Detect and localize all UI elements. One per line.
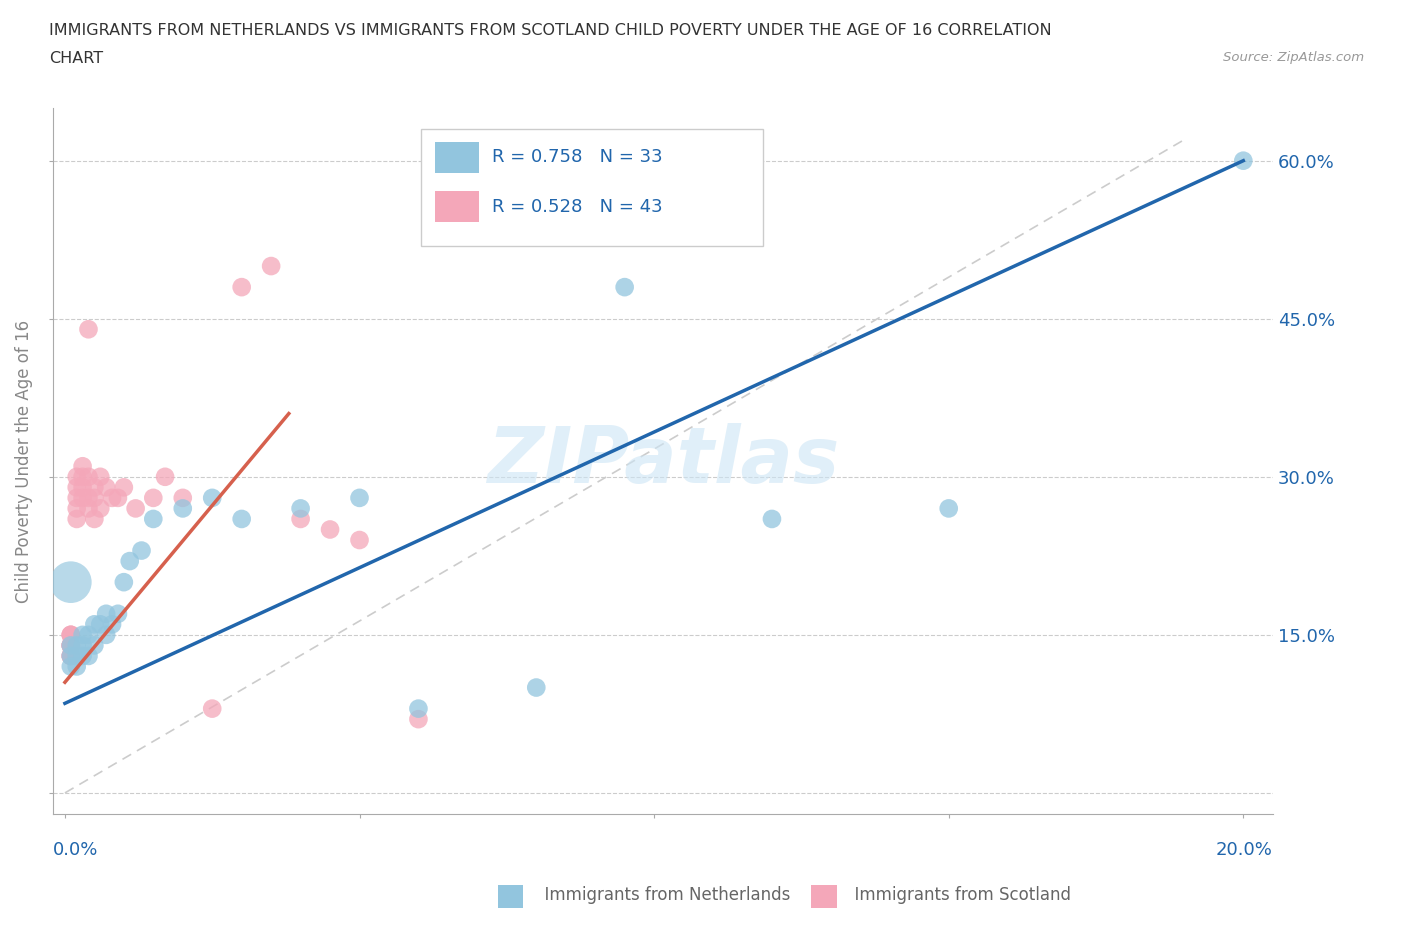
Point (66, 512, 89, 526)
Point (107, 606, 129, 621)
Point (201, 490, 224, 505)
Point (59, 648, 82, 663)
Text: 20.0%: 20.0% (1216, 841, 1272, 858)
Point (72, 470, 94, 485)
Point (83, 512, 105, 526)
Point (59, 628, 82, 643)
Point (89, 617, 111, 631)
Point (153, 470, 176, 485)
Point (96, 628, 118, 643)
Point (59, 638, 82, 653)
Point (77, 501, 100, 516)
Point (124, 501, 146, 516)
Point (59, 638, 82, 653)
FancyBboxPatch shape (434, 142, 479, 173)
Point (408, 701, 430, 716)
Text: IMMIGRANTS FROM NETHERLANDS VS IMMIGRANTS FROM SCOTLAND CHILD POVERTY UNDER THE : IMMIGRANTS FROM NETHERLANDS VS IMMIGRANT… (49, 23, 1052, 38)
Point (524, 680, 547, 695)
Point (66, 638, 89, 653)
Point (59, 638, 82, 653)
Point (112, 575, 135, 590)
Text: R = 0.758   N = 33: R = 0.758 N = 33 (492, 149, 662, 166)
Point (59, 628, 82, 643)
Point (72, 490, 94, 505)
Point (77, 490, 100, 505)
Point (72, 458, 94, 473)
Point (66, 501, 89, 516)
Point (59, 638, 82, 653)
Point (89, 501, 111, 516)
Text: Immigrants from Netherlands: Immigrants from Netherlands (534, 885, 790, 904)
Point (172, 490, 194, 505)
Point (408, 711, 430, 726)
Point (66, 659, 89, 674)
Point (72, 638, 94, 653)
Point (96, 480, 118, 495)
Point (142, 490, 165, 505)
Point (83, 480, 105, 495)
Point (72, 648, 94, 663)
Point (107, 490, 129, 505)
Point (83, 617, 105, 631)
Point (319, 522, 342, 537)
Point (613, 280, 636, 295)
Point (59, 648, 82, 663)
Point (83, 490, 105, 505)
Point (260, 259, 283, 273)
Point (761, 512, 783, 526)
Point (77, 470, 100, 485)
Point (142, 512, 165, 526)
Text: Source: ZipAtlas.com: Source: ZipAtlas.com (1223, 51, 1364, 64)
Text: 0.0%: 0.0% (53, 841, 98, 858)
Point (349, 490, 371, 505)
Point (59, 659, 82, 674)
Point (96, 606, 118, 621)
Point (66, 480, 89, 495)
Point (938, 501, 960, 516)
Point (89, 470, 111, 485)
Point (59, 575, 82, 590)
Point (59, 648, 82, 663)
Point (72, 480, 94, 495)
Point (66, 490, 89, 505)
Point (59, 638, 82, 653)
Point (349, 533, 371, 548)
Point (72, 628, 94, 643)
Point (131, 543, 153, 558)
Point (77, 322, 100, 337)
Point (101, 490, 124, 505)
Y-axis label: Child Poverty Under the Age of 16: Child Poverty Under the Age of 16 (15, 319, 32, 603)
Point (118, 553, 141, 568)
Point (101, 617, 124, 631)
FancyBboxPatch shape (422, 129, 763, 246)
Point (1232, 153, 1254, 168)
Point (66, 648, 89, 663)
Point (66, 470, 89, 485)
Text: CHART: CHART (49, 51, 103, 66)
Point (77, 648, 100, 663)
Point (290, 501, 312, 516)
Point (59, 648, 82, 663)
Point (231, 280, 253, 295)
Point (231, 512, 253, 526)
Text: ZIPatlas: ZIPatlas (486, 423, 839, 499)
Point (59, 628, 82, 643)
Point (201, 701, 224, 716)
Text: Immigrants from Scotland: Immigrants from Scotland (844, 885, 1070, 904)
Point (112, 480, 135, 495)
Point (77, 628, 100, 643)
Point (172, 501, 194, 516)
Text: R = 0.528   N = 43: R = 0.528 N = 43 (492, 198, 662, 216)
Point (290, 512, 312, 526)
FancyBboxPatch shape (434, 192, 479, 222)
Point (83, 638, 105, 653)
